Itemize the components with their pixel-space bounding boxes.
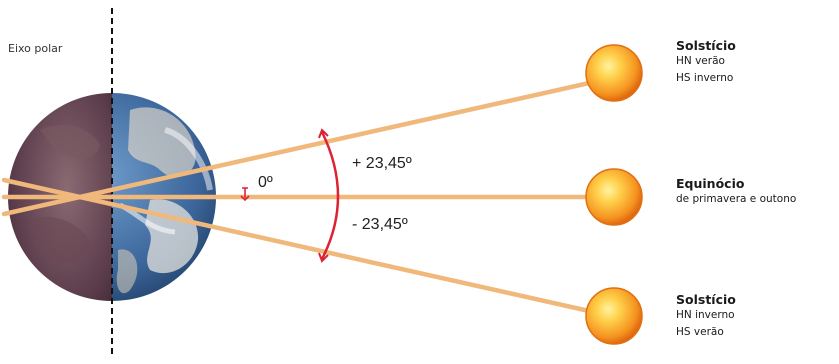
angle-zero-label: 0º — [258, 174, 273, 191]
earth-icon — [8, 93, 216, 301]
axis-label: Eixo polar — [8, 42, 63, 55]
sun-icon — [585, 287, 643, 345]
ray-upper — [1, 78, 601, 217]
angle-lower-label: - 23,45º — [352, 216, 408, 233]
sun-line: de primavera e outono — [676, 193, 797, 205]
sun-label-equinox: Equinócio de primavera e outono — [676, 176, 796, 208]
sun-icon — [585, 44, 643, 102]
angle-arrow-down — [318, 252, 329, 263]
sun-line: HS verão — [676, 326, 724, 338]
zero-angle-mark — [240, 187, 250, 202]
sun-line: HN inverno — [676, 309, 735, 321]
sun-title: Solstício — [676, 38, 736, 53]
sun-line: HN verão — [676, 55, 725, 67]
sun-icon — [585, 168, 643, 226]
sun-rays — [1, 78, 601, 316]
sun-title: Solstício — [676, 292, 736, 307]
angle-upper-label: + 23,45º — [352, 155, 412, 172]
ray-lower — [1, 177, 601, 316]
sun-title: Equinócio — [676, 176, 745, 191]
angle-arc — [320, 131, 340, 260]
sun-label-summer-solstice: Solstício HN verão HS inverno — [676, 38, 736, 87]
sun-line: HS inverno — [676, 72, 734, 84]
angle-arrow-up — [318, 128, 329, 139]
sun-label-winter-solstice: Solstício HN inverno HS verão — [676, 292, 736, 341]
